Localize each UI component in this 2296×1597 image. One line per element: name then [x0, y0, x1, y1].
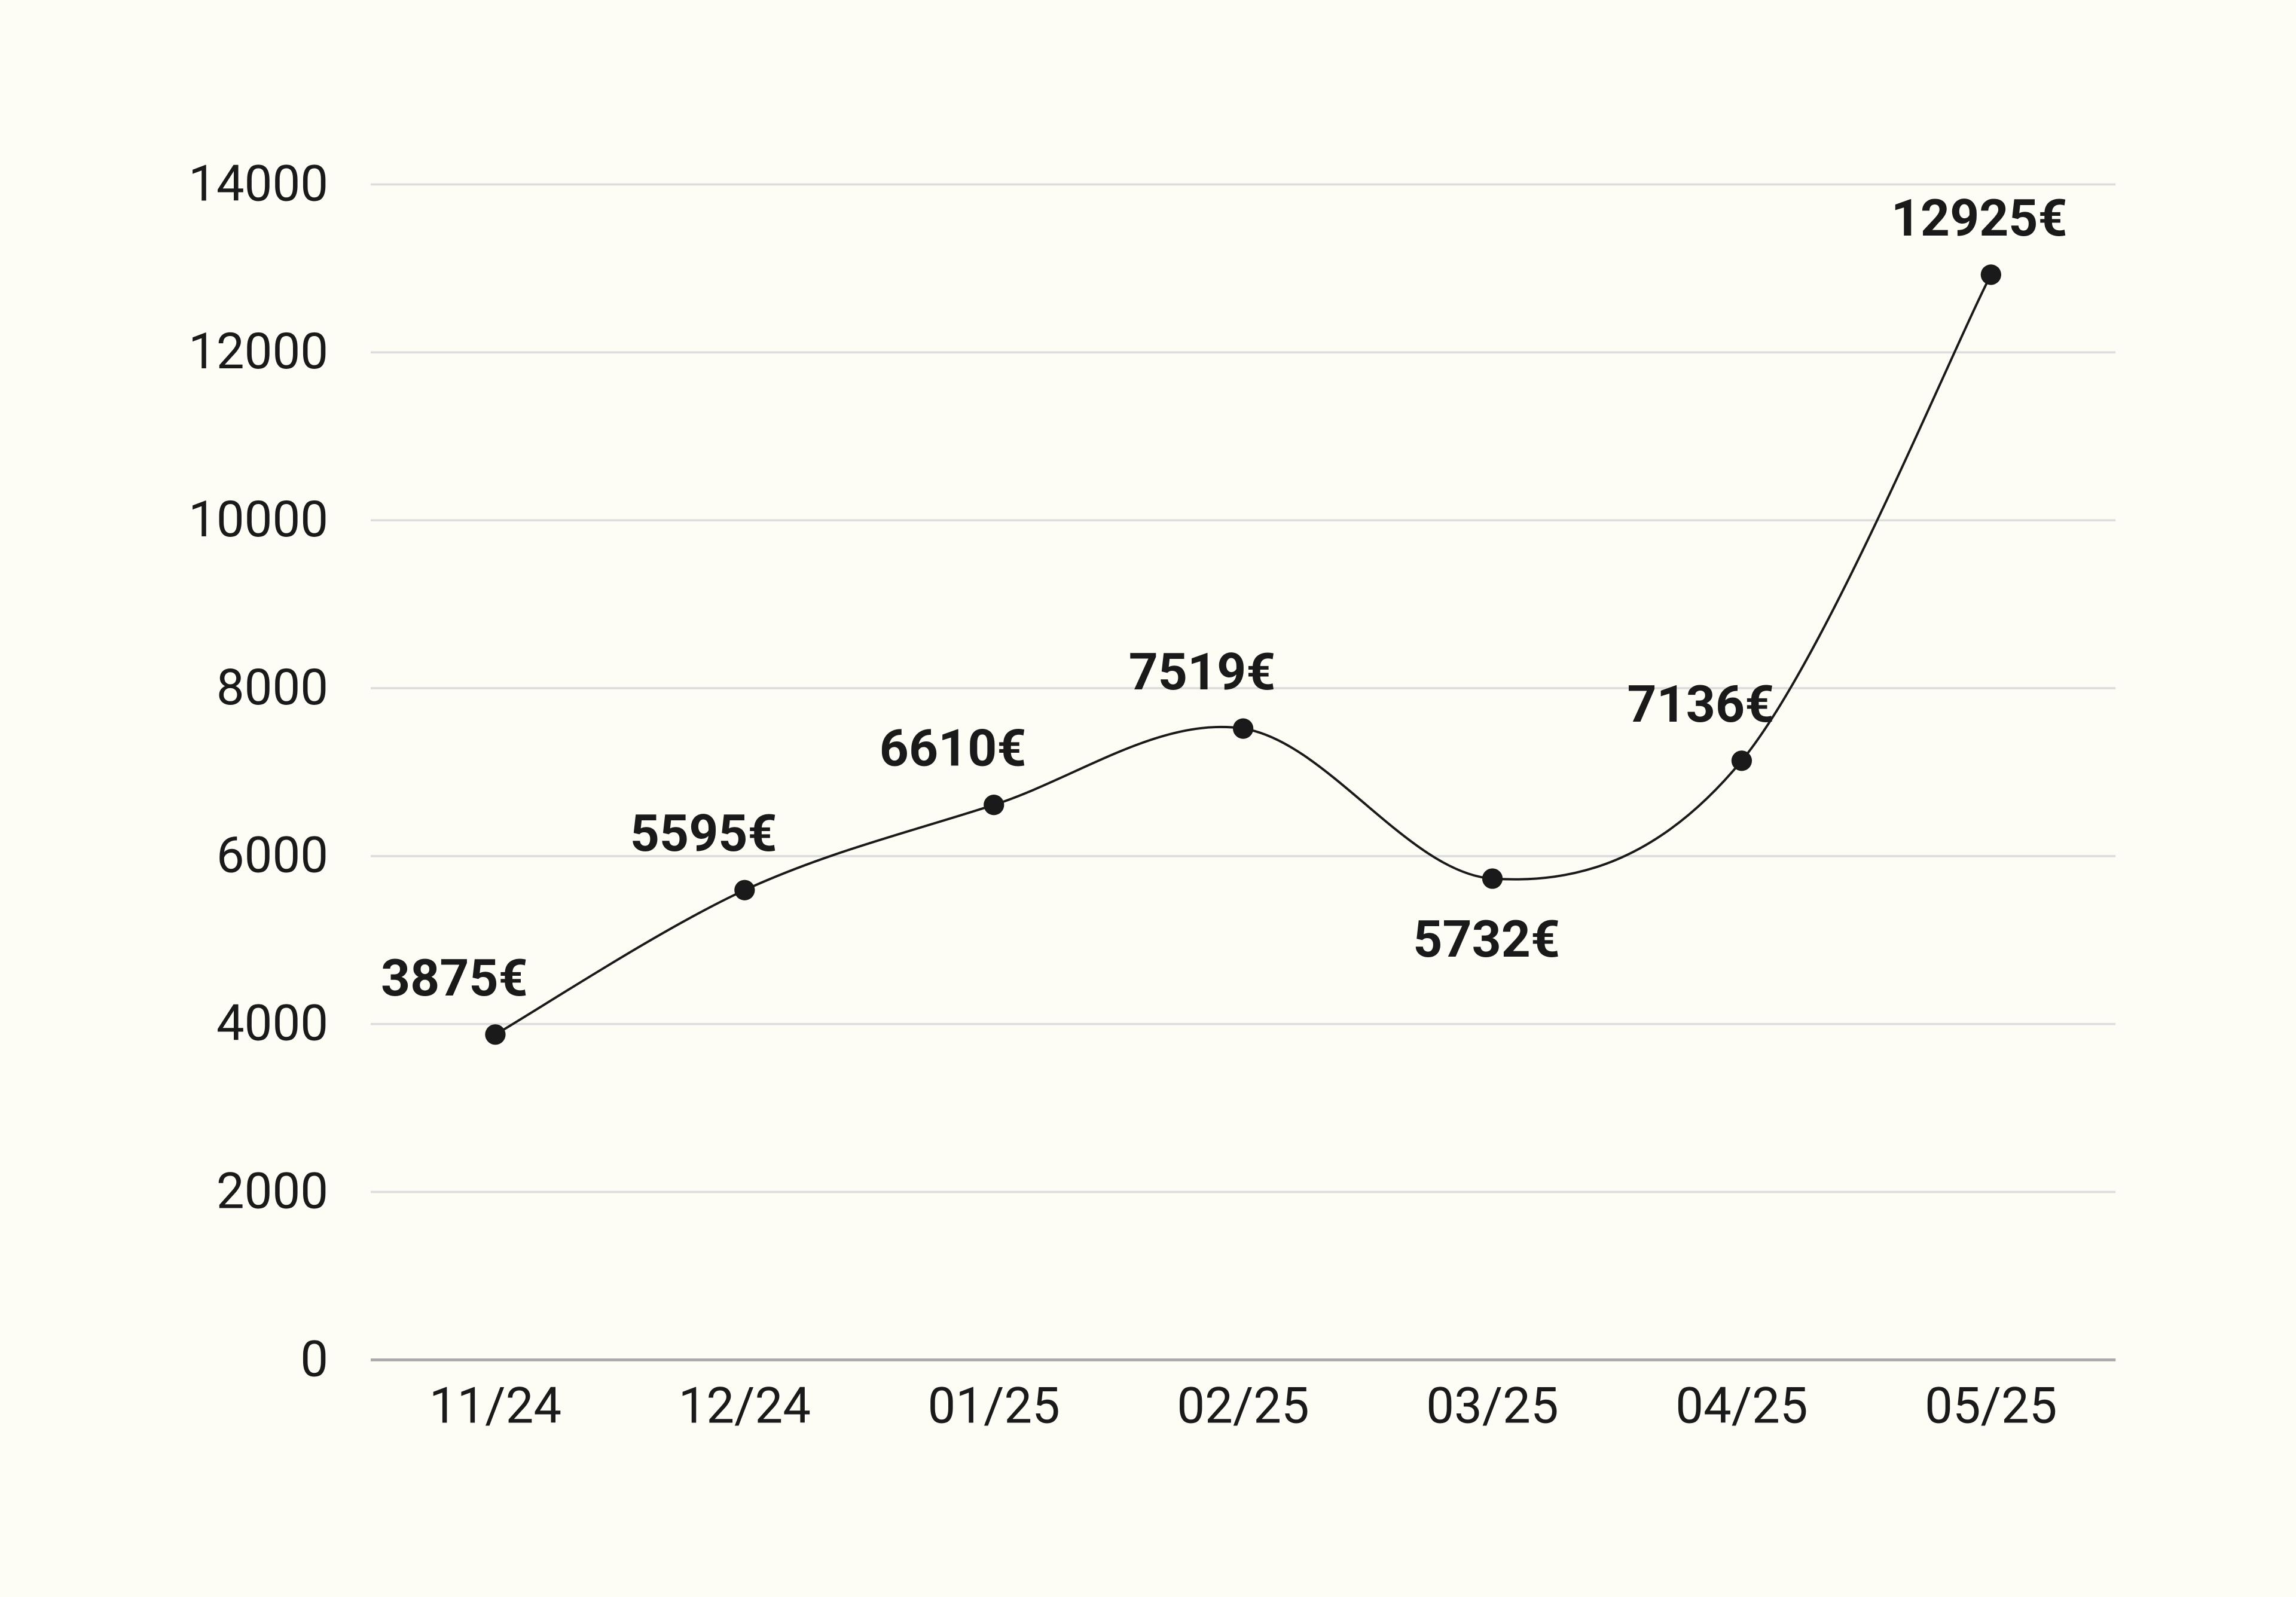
- point: [734, 880, 755, 900]
- point: [485, 1024, 506, 1045]
- x-tick-label: 02/25: [1177, 1378, 1309, 1436]
- value-label: 3875€: [381, 948, 528, 1008]
- value-label: 5732€: [1413, 909, 1560, 969]
- point: [1731, 750, 1752, 771]
- value-label: 5595€: [630, 804, 777, 863]
- value-label: 7519€: [1129, 642, 1276, 702]
- value-label: 6610€: [880, 719, 1027, 778]
- y-tick-label: 6000: [216, 827, 328, 885]
- value-label: 7136€: [1627, 674, 1774, 734]
- y-tick-label: 0: [300, 1330, 328, 1388]
- x-tick-label: 03/25: [1426, 1378, 1558, 1436]
- y-tick-label: 8000: [216, 659, 328, 717]
- x-tick-label: 05/25: [1925, 1378, 2057, 1436]
- y-tick-label: 12000: [188, 323, 328, 381]
- x-tick-label: 11/24: [429, 1378, 561, 1436]
- value-label: 12925€: [1891, 188, 2068, 248]
- y-tick-label: 4000: [216, 995, 328, 1053]
- point: [1232, 718, 1254, 739]
- x-tick-label: 04/25: [1675, 1378, 1808, 1436]
- y-tick-label: 10000: [188, 491, 328, 549]
- point: [984, 795, 1004, 816]
- line: [494, 274, 1992, 1036]
- point: [1980, 264, 2001, 285]
- y-tick-label: 2000: [216, 1162, 328, 1220]
- point: [1482, 868, 1503, 889]
- x-tick-label: 01/25: [928, 1378, 1060, 1436]
- x-tick-label: 12/24: [679, 1378, 811, 1436]
- y-tick-label: 14000: [188, 155, 328, 213]
